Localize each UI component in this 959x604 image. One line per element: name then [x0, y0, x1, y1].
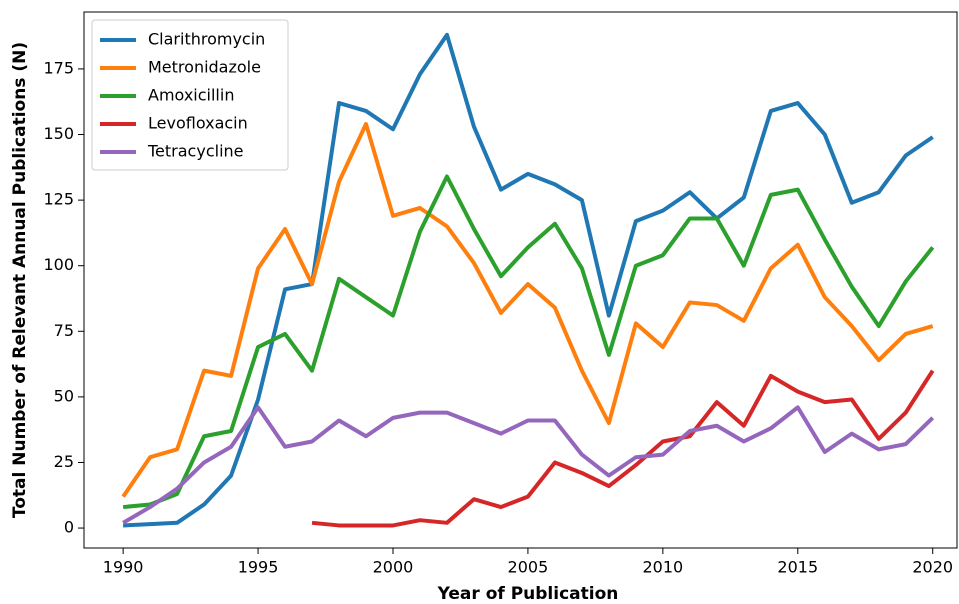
plot-frame	[83, 11, 958, 549]
x-tick-label: 1990	[103, 558, 144, 577]
y-axis-title: Total Number of Relevant Annual Publicat…	[10, 42, 30, 518]
y-tick-label: 75	[54, 321, 74, 340]
y-tick-label: 25	[54, 452, 74, 471]
x-tick-label: 2005	[508, 558, 549, 577]
y-tick-label: 100	[43, 255, 74, 274]
legend-label: Clarithromycin	[148, 30, 265, 49]
series-line	[122, 174, 935, 510]
legend-label: Tetracycline	[147, 142, 244, 161]
x-tick-label: 2010	[642, 558, 683, 577]
x-tick-label: 2000	[373, 558, 414, 577]
legend-label: Amoxicillin	[148, 86, 234, 105]
legend-label: Levofloxacin	[148, 114, 248, 133]
legend-box	[91, 19, 289, 171]
legend: Clarithromycin Metronidazole Amoxicillin Le…	[91, 19, 289, 171]
y-tick-label: 0	[64, 518, 74, 537]
x-tick-label: 2020	[912, 558, 953, 577]
x-tick-label: 1995	[238, 558, 279, 577]
series-line	[311, 369, 935, 528]
y-tick-label: 150	[43, 124, 74, 143]
y-tick-label: 125	[43, 190, 74, 209]
x-tick-label: 2015	[777, 558, 818, 577]
x-axis-title: Year of Publication	[437, 584, 619, 604]
legend-label: Metronidazole	[148, 58, 261, 77]
y-tick-label: 175	[43, 58, 74, 77]
series-line	[121, 122, 934, 498]
series-line	[122, 405, 935, 525]
series-line	[123, 32, 934, 528]
y-tick-label: 50	[54, 386, 74, 405]
